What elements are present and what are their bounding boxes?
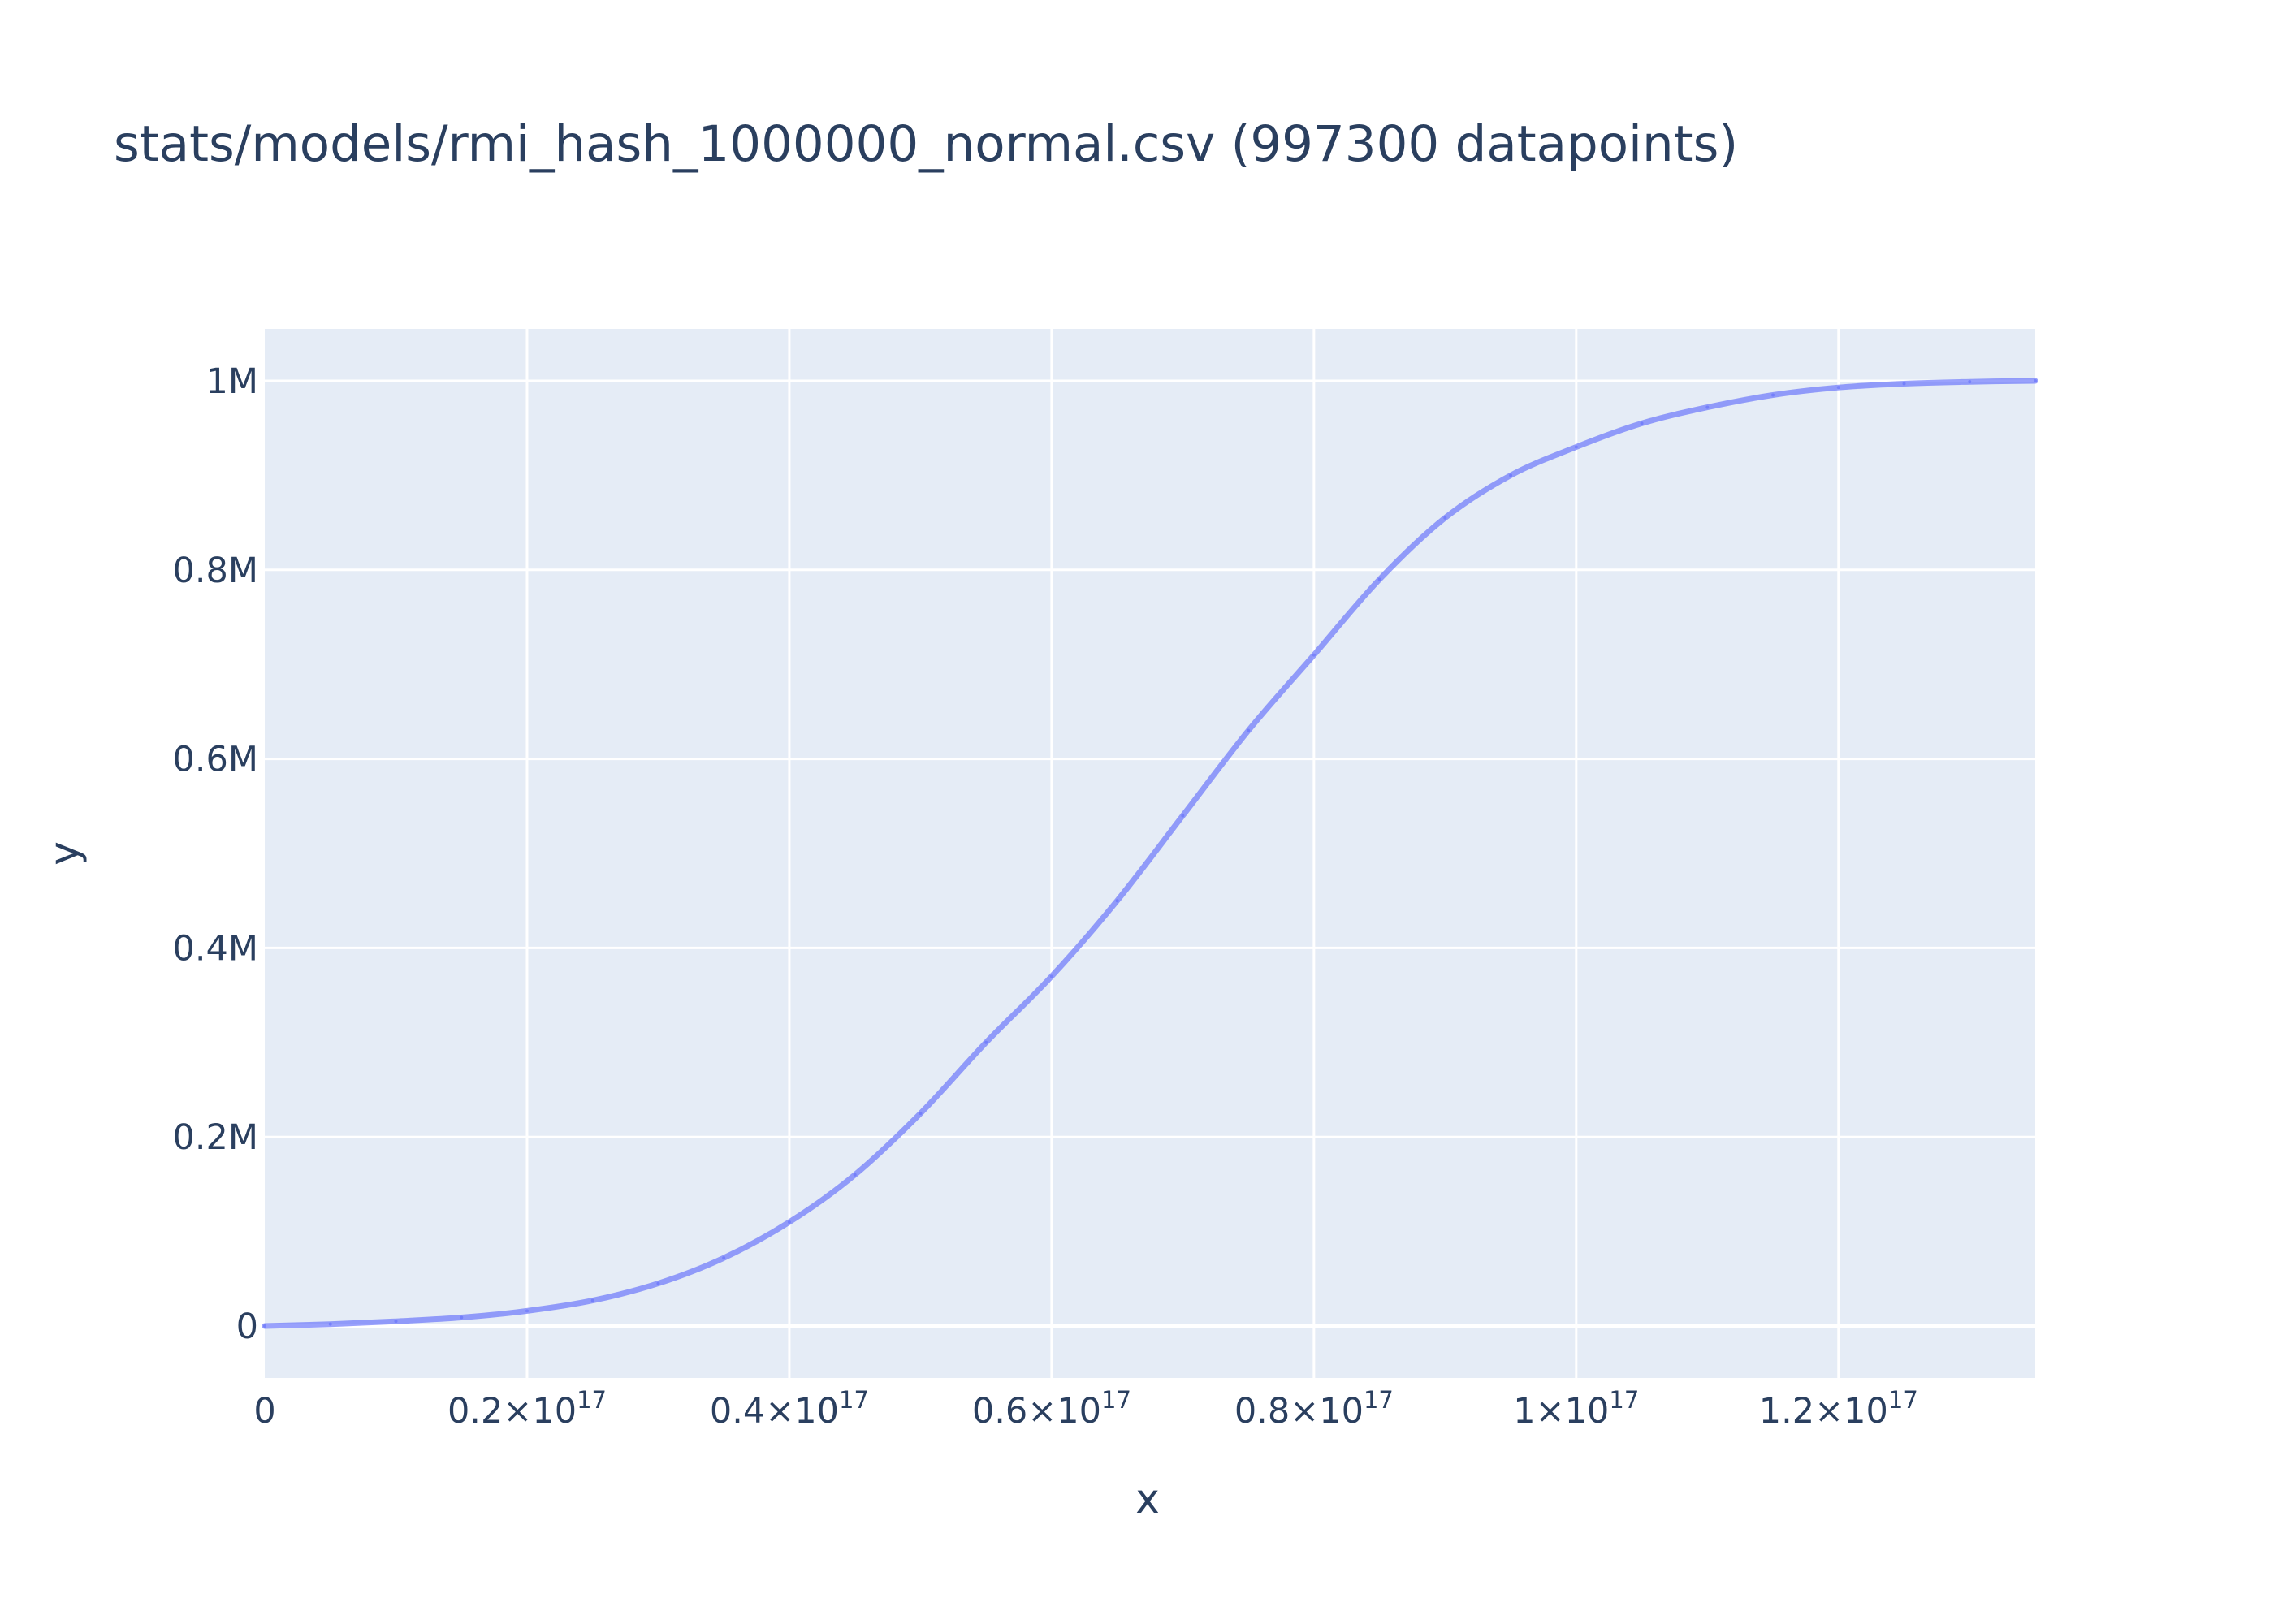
y-tick-label: 0.6M — [173, 740, 258, 780]
data-point — [787, 1220, 791, 1224]
data-point — [984, 1040, 988, 1044]
data-point — [1706, 405, 1710, 409]
y-axis-ticks: 0 0.2M 0.4M 0.6M 0.8M 1M — [173, 361, 258, 1347]
data-point — [1509, 473, 1513, 477]
data-point — [328, 1322, 332, 1326]
data-point — [1836, 386, 1840, 390]
plot-area — [265, 329, 2035, 1378]
data-point — [1115, 899, 1119, 903]
data-point — [919, 1112, 923, 1116]
data-point — [656, 1281, 660, 1285]
data-point — [394, 1320, 398, 1324]
y-tick-label: 0.2M — [173, 1117, 258, 1158]
x-axis-title: x — [1135, 1475, 1160, 1522]
data-point — [1574, 445, 1578, 449]
data-point — [1968, 380, 1972, 384]
data-point — [853, 1173, 857, 1177]
x-tick-label: 0.4×1017 — [710, 1386, 869, 1432]
data-point — [1181, 814, 1185, 818]
data-point — [2034, 379, 2037, 383]
series-layer — [262, 378, 2038, 1329]
x-axis-ticks: 0 0.2×1017 0.4×1017 0.6×1017 0.8×1017 1×1017 1… — [253, 1386, 1917, 1432]
y-axis-title: y — [41, 841, 88, 866]
x-tick-label: 1.2×1017 — [1759, 1386, 1918, 1432]
x-tick-label: 0.8×1017 — [1234, 1386, 1394, 1432]
y-tick-label: 0.4M — [173, 928, 258, 969]
chart-title: stats/models/rmi_hash_1000000_normal.csv… — [114, 115, 1738, 173]
y-tick-label: 0 — [236, 1307, 258, 1347]
data-point — [525, 1309, 529, 1313]
data-point — [460, 1315, 464, 1320]
data-point — [1443, 516, 1447, 520]
data-point — [1771, 393, 1775, 397]
x-tick-label: 1×1017 — [1513, 1386, 1639, 1432]
x-tick-label: 0 — [253, 1391, 275, 1432]
data-point — [1902, 382, 1906, 386]
data-point — [1049, 974, 1053, 978]
y-tick-label: 0.8M — [173, 551, 258, 591]
series-line — [262, 378, 2038, 1329]
data-point — [590, 1298, 594, 1302]
y-tick-label: 1M — [206, 361, 258, 402]
gridlines — [265, 329, 2035, 1378]
x-tick-label: 0.6×1017 — [972, 1386, 1131, 1432]
data-point — [1377, 577, 1381, 581]
data-point — [263, 1324, 266, 1328]
x-tick-label: 0.2×1017 — [447, 1386, 607, 1432]
data-point — [722, 1256, 726, 1260]
data-point — [1312, 653, 1316, 657]
data-point — [1640, 421, 1644, 425]
data-point — [1247, 728, 1251, 732]
